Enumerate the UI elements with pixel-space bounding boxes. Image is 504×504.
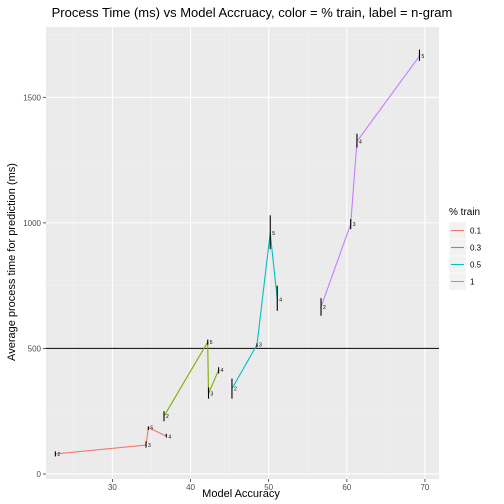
series-line bbox=[320, 55, 420, 308]
series-line bbox=[231, 232, 278, 389]
series-0.1: 2 3 5 4 bbox=[54, 426, 171, 458]
series-0.5: 2 3 5 4 bbox=[231, 215, 282, 399]
series-line bbox=[55, 426, 167, 455]
point-label: 4 bbox=[168, 434, 171, 440]
legend-label: 0.3 bbox=[470, 244, 482, 253]
y-tick-label: 1500 bbox=[23, 93, 41, 102]
y-tick-label: 500 bbox=[28, 344, 42, 353]
chart-title: Process Time (ms) vs Model Accruacy, col… bbox=[52, 5, 453, 20]
legend-label: 1 bbox=[470, 278, 475, 287]
point-label: 5 bbox=[272, 231, 275, 237]
y-axis-title: Average process time for prediction (ms) bbox=[6, 163, 18, 361]
series-line bbox=[163, 340, 220, 417]
plot-panel bbox=[46, 27, 439, 479]
point-label: 3 bbox=[211, 392, 214, 398]
x-tick-label: 50 bbox=[264, 483, 273, 492]
point-label: 2 bbox=[234, 387, 237, 393]
legend-item-1: 1 bbox=[448, 272, 475, 291]
x-axis: 30 40 50 60 70 bbox=[108, 479, 430, 492]
legend-item-0.5: 0.5 bbox=[448, 255, 482, 274]
point-label: 5 bbox=[150, 426, 153, 432]
legend-label: 0.5 bbox=[470, 261, 482, 270]
point-label: 4 bbox=[221, 368, 224, 374]
x-tick-label: 40 bbox=[186, 483, 195, 492]
point-label: 3 bbox=[148, 443, 151, 449]
series-0.3: 2 5 3 4 bbox=[163, 339, 224, 422]
x-tick-label: 70 bbox=[420, 483, 429, 492]
point-label: 4 bbox=[359, 139, 362, 145]
series-layer: 2 3 5 4 2 5 3 4 2 3 5 4 2 3 4 5 bbox=[54, 49, 424, 458]
x-tick-label: 60 bbox=[342, 483, 351, 492]
point-label: 5 bbox=[421, 54, 424, 60]
point-label: 3 bbox=[353, 222, 356, 228]
y-tick-label: 1000 bbox=[23, 219, 41, 228]
y-axis: 0 500 1000 1500 bbox=[23, 93, 46, 479]
point-label: 5 bbox=[210, 340, 213, 346]
series-1: 2 3 4 5 bbox=[320, 49, 424, 316]
legend: % train 0.1 0.3 0.5 1 bbox=[448, 207, 482, 291]
legend-label: 0.1 bbox=[470, 227, 482, 236]
y-tick-label: 0 bbox=[37, 470, 42, 479]
point-label: 3 bbox=[259, 343, 262, 349]
point-label: 2 bbox=[57, 452, 60, 458]
point-label: 2 bbox=[166, 414, 169, 420]
point-label: 4 bbox=[279, 297, 282, 303]
legend-title: % train bbox=[449, 207, 480, 218]
legend-item-0.3: 0.3 bbox=[448, 238, 482, 257]
point-label: 2 bbox=[323, 305, 326, 311]
x-axis-title: Model Accuracy bbox=[202, 488, 280, 500]
x-tick-label: 30 bbox=[108, 483, 117, 492]
